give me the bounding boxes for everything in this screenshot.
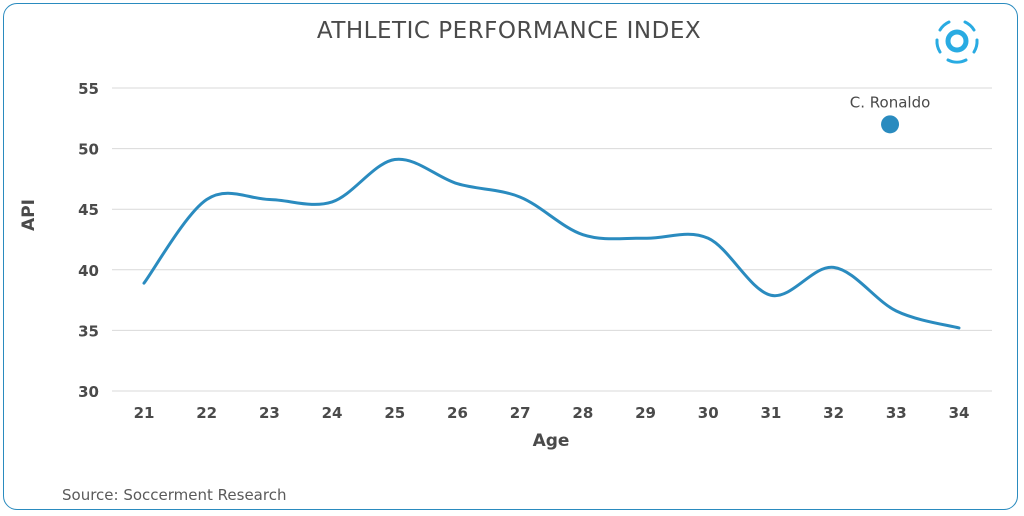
x-tick-label: 32: [823, 404, 844, 422]
x-tick-label: 30: [698, 404, 719, 422]
x-tick-label: 29: [635, 404, 656, 422]
x-tick-label: 33: [886, 404, 907, 422]
x-tick-label: 22: [196, 404, 217, 422]
y-axis-label: API: [19, 199, 39, 231]
annotation-label: C. Ronaldo: [850, 93, 931, 111]
y-tick-label: 50: [78, 141, 99, 159]
x-tick-label: 24: [322, 404, 343, 422]
x-tick-label: 21: [134, 404, 155, 422]
x-tick-label: 34: [949, 404, 970, 422]
y-tick-label: 40: [78, 262, 99, 280]
y-tick-label: 35: [78, 322, 99, 340]
y-tick-label: 30: [78, 383, 99, 401]
series-line-0: [142, 157, 961, 330]
x-tick-label: 23: [259, 404, 280, 422]
x-tick-label: 31: [760, 404, 781, 422]
soccerment-logo-icon: [935, 20, 979, 64]
x-tick-label: 28: [572, 404, 593, 422]
x-axis-label: Age: [533, 431, 570, 451]
y-tick-label: 55: [78, 80, 99, 98]
x-tick-label: 25: [384, 404, 405, 422]
y-tick-label: 45: [78, 201, 99, 219]
x-tick-label: 27: [510, 404, 531, 422]
source-note: Source: Soccerment Research: [62, 486, 287, 504]
chart-title: ATHLETIC PERFORMANCE INDEX: [316, 18, 702, 44]
x-tick-label: 26: [447, 404, 468, 422]
annotation-marker: [881, 115, 900, 134]
